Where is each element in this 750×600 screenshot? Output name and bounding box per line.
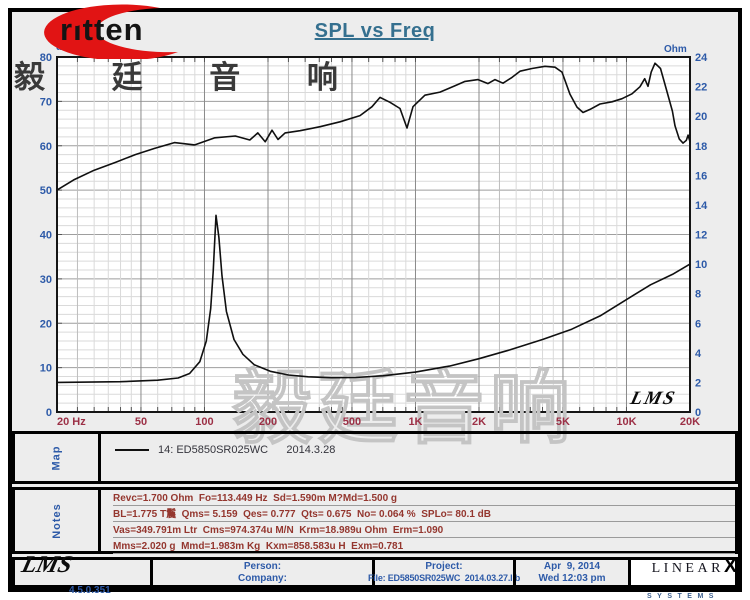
notes-line-2: BL=1.775 T鬞 Qms= 5.159 Qes= 0.777 Qts= 0…: [113, 508, 735, 522]
notes-line-1: Revc=1.700 Ohm Fo=113.449 Hz Sd=1.590m M…: [113, 492, 735, 506]
footer-divider: [372, 560, 375, 585]
linearx-x: X: [723, 556, 737, 577]
y-right-axis-label: Ohm: [664, 44, 687, 55]
map-side-cell: Map: [15, 434, 101, 481]
linearx-name: LINEAR: [651, 561, 724, 576]
notes-side-cell: Notes: [15, 490, 101, 551]
footer-divider: [628, 560, 631, 585]
brand-chinese-text: 毅 廷 音 响: [14, 60, 367, 95]
footer-project-cell: Project: File: ED5850SR025WC 2014.03.27.…: [368, 560, 520, 585]
software-version: 4.5.0.351: [69, 585, 111, 596]
notes-label: Notes: [50, 502, 63, 539]
notes-line-3: Vas=349.791m Ltr Cms=974.374u M/N Krm=18…: [113, 524, 735, 538]
linearx-systems-text: SYSTEMS: [647, 593, 719, 600]
linearx-logo: LINEARX SYSTEMS: [631, 557, 737, 600]
footer-date-cell: Apr 9, 2014 Wed 12:03 pm: [516, 560, 628, 585]
report-date: Apr 9, 2014: [543, 561, 601, 572]
page-title: SPL vs Freq: [314, 20, 436, 42]
notes-line-4: Mms=2.020 g Mmd=1.983m Kg Kxm=858.583u H…: [113, 540, 735, 554]
legend-text: 14: ED5850SR025WC 2014.3.28: [158, 444, 336, 456]
footer-divider: [513, 560, 516, 585]
lms-logo: LMS: [18, 552, 75, 578]
curve-legend: 14: ED5850SR025WC 2014.3.28: [115, 444, 335, 456]
report-time: Wed 12:03 pm: [538, 572, 606, 584]
project-label: Project:: [425, 561, 463, 572]
footer-divider: [150, 560, 153, 585]
brand-dot-icon: [71, 15, 82, 26]
notes-section: Notes Revc=1.700 Ohm Fo=113.449 Hz Sd=1.…: [12, 487, 738, 554]
footer-person-cell: Person: Company:: [153, 560, 372, 585]
map-section: Map 14: ED5850SR025WC 2014.3.28: [12, 431, 738, 484]
map-label: Map: [50, 445, 63, 470]
legend-line-sample: [115, 449, 149, 451]
company-label: Company:: [238, 572, 287, 584]
person-label: Person:: [243, 561, 282, 572]
file-name: File: ED5850SR025WC 2014.03.27.lib: [367, 572, 521, 583]
